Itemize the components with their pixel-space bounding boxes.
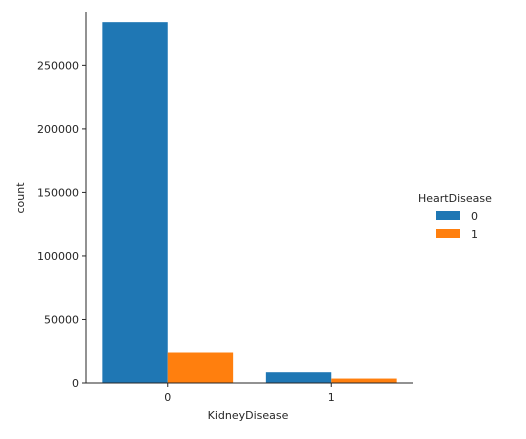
legend: HeartDisease 0 1 <box>418 192 492 241</box>
y-tick-label: 250000 <box>37 59 79 72</box>
y-tick-label: 50000 <box>44 313 79 326</box>
y-tick-label: 200000 <box>37 123 79 136</box>
bar-kidney-0-heart-0 <box>102 22 168 384</box>
bar-kidney-0-heart-1 <box>167 352 234 383</box>
legend-title: HeartDisease <box>418 192 492 205</box>
y-tick-label: 0 <box>72 377 79 390</box>
y-axis-ticks: 0 50000 100000 150000 200000 250000 <box>37 59 86 390</box>
legend-swatch-0 <box>436 211 460 220</box>
legend-swatch-1 <box>436 229 460 238</box>
legend-label-0: 0 <box>471 210 478 223</box>
y-tick-label: 150000 <box>37 186 79 199</box>
bar-kidney-1-heart-0 <box>265 372 332 383</box>
x-tick-label: 1 <box>328 391 335 404</box>
legend-label-1: 1 <box>471 228 478 241</box>
bar-kidney-1-heart-1 <box>331 378 397 383</box>
x-tick-label: 0 <box>164 391 171 404</box>
bars-group <box>102 22 397 384</box>
y-tick-label: 100000 <box>37 250 79 263</box>
x-axis-label: KidneyDisease <box>208 409 289 422</box>
y-axis-label: count <box>14 182 27 214</box>
